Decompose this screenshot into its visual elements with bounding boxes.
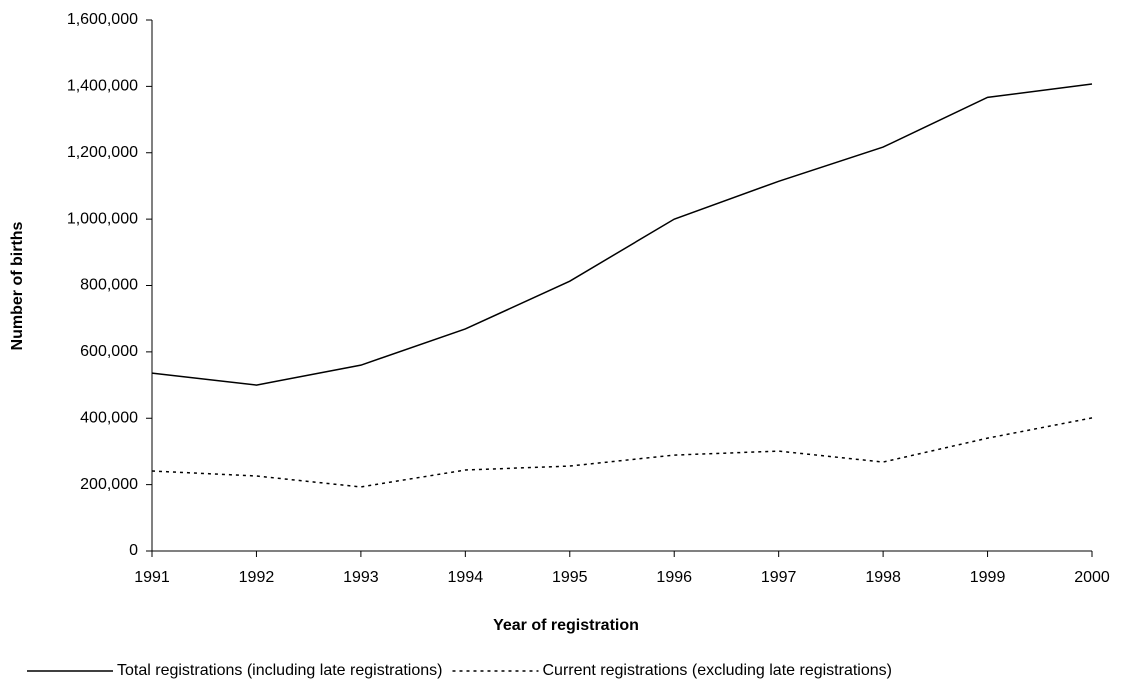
x-tick-label: 1992 <box>239 569 275 586</box>
series-line <box>151 417 1093 488</box>
y-axis-title: Number of births <box>9 221 26 350</box>
x-tick-label: 1993 <box>343 569 379 586</box>
x-tick-label: 1991 <box>134 569 170 586</box>
x-tick-label: 1998 <box>865 569 901 586</box>
legend-label: Current registrations (excluding late re… <box>542 662 891 679</box>
y-tick-label: 1,600,000 <box>67 11 138 28</box>
x-tick-label: 1999 <box>970 569 1006 586</box>
y-tick-label: 600,000 <box>80 343 138 360</box>
y-tick-label: 1,200,000 <box>67 144 138 161</box>
y-tick-label: 0 <box>129 542 138 559</box>
legend-label: Total registrations (including late regi… <box>117 662 442 679</box>
y-tick-label: 1,000,000 <box>67 210 138 227</box>
x-tick-label: 1996 <box>656 569 692 586</box>
y-tick-label: 400,000 <box>80 409 138 426</box>
y-tick-label: 800,000 <box>80 277 138 294</box>
x-tick-label: 1994 <box>448 569 484 586</box>
x-tick-label: 1997 <box>761 569 797 586</box>
x-tick-label: 2000 <box>1074 569 1110 586</box>
series-line <box>151 83 1093 386</box>
y-tick-label: 200,000 <box>80 476 138 493</box>
x-tick-label: 1995 <box>552 569 588 586</box>
y-tick-label: 1,400,000 <box>67 78 138 95</box>
x-axis-title: Year of registration <box>493 617 639 634</box>
